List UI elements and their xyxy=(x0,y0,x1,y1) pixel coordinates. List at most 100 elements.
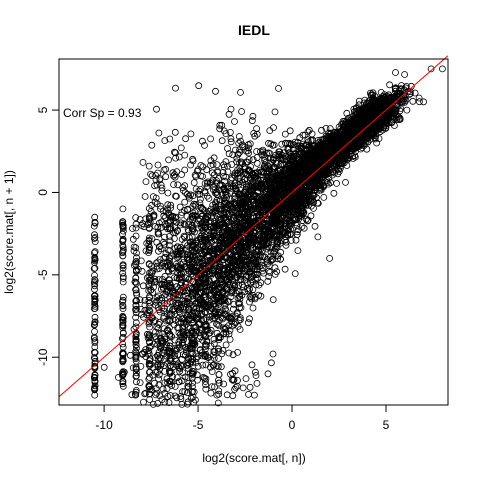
data-point xyxy=(161,233,169,241)
data-point xyxy=(227,293,235,301)
data-point xyxy=(139,158,147,166)
data-point xyxy=(257,279,265,287)
data-point xyxy=(185,234,193,242)
data-point xyxy=(197,161,205,169)
data-point xyxy=(148,172,156,180)
data-point xyxy=(224,162,231,170)
data-point xyxy=(257,292,265,300)
data-point xyxy=(141,301,149,309)
data-point xyxy=(225,298,233,305)
data-point xyxy=(302,215,310,223)
chart-title: IEDL xyxy=(238,22,270,38)
data-point xyxy=(138,267,146,275)
data-point xyxy=(184,206,192,214)
data-point xyxy=(249,156,257,164)
data-point xyxy=(176,367,184,375)
data-point xyxy=(253,159,261,167)
data-point xyxy=(219,324,227,332)
data-point xyxy=(153,262,161,270)
data-point xyxy=(194,362,202,370)
data-point xyxy=(141,193,149,200)
data-point xyxy=(244,287,252,295)
data-point xyxy=(218,121,226,129)
data-point xyxy=(166,392,174,399)
data-point xyxy=(248,295,255,303)
data-point xyxy=(235,133,243,140)
data-point xyxy=(224,145,231,152)
data-point xyxy=(212,87,219,95)
data-point xyxy=(231,118,238,125)
data-point xyxy=(152,391,160,399)
data-point xyxy=(136,296,144,304)
data-point xyxy=(210,154,218,162)
data-point xyxy=(172,84,179,92)
data-point xyxy=(183,400,191,408)
data-point xyxy=(251,235,259,243)
data-point xyxy=(164,201,172,209)
data-point xyxy=(299,131,307,139)
data-point xyxy=(161,137,169,145)
data-point xyxy=(263,255,271,263)
data-point xyxy=(185,194,193,202)
data-point xyxy=(271,264,279,272)
data-point xyxy=(169,169,177,177)
data-point xyxy=(190,179,198,187)
data-point xyxy=(191,171,199,179)
data-point xyxy=(227,184,235,192)
data-point xyxy=(236,148,244,156)
data-point xyxy=(213,196,221,204)
data-point xyxy=(216,121,224,129)
data-point xyxy=(170,363,177,371)
data-point xyxy=(291,270,299,278)
data-point xyxy=(160,166,168,174)
data-point xyxy=(238,108,246,115)
data-point xyxy=(236,316,244,324)
data-point xyxy=(227,138,235,146)
data-point xyxy=(175,266,183,274)
data-point xyxy=(266,127,274,135)
data-point xyxy=(236,174,244,182)
data-point xyxy=(156,308,164,316)
data-point xyxy=(181,151,189,159)
data-point xyxy=(158,184,166,192)
data-point xyxy=(188,348,196,356)
data-point xyxy=(249,112,257,120)
data-point xyxy=(294,247,302,255)
data-point xyxy=(222,130,230,138)
data-point xyxy=(229,392,237,400)
data-point xyxy=(155,129,163,137)
data-point xyxy=(173,227,181,235)
data-point xyxy=(282,241,290,249)
data-point xyxy=(320,193,328,201)
data-point xyxy=(155,276,163,284)
data-point xyxy=(207,135,215,143)
data-point xyxy=(153,181,161,189)
data-point xyxy=(244,319,252,327)
data-point xyxy=(326,125,334,133)
scatter-points xyxy=(90,65,446,408)
data-point xyxy=(175,341,183,349)
data-point xyxy=(211,218,219,226)
data-point xyxy=(259,264,267,272)
data-point xyxy=(314,233,322,241)
data-point xyxy=(154,169,162,177)
data-point xyxy=(304,217,311,225)
data-point xyxy=(240,283,247,291)
data-point xyxy=(211,383,218,391)
data-point xyxy=(248,117,256,125)
data-point xyxy=(173,394,181,402)
data-point xyxy=(253,148,261,155)
data-point xyxy=(192,173,200,180)
data-point xyxy=(267,140,275,148)
data-point xyxy=(179,186,187,194)
data-point xyxy=(229,285,237,293)
data-point xyxy=(219,346,227,354)
data-point xyxy=(322,124,330,132)
data-point xyxy=(214,399,222,407)
data-point xyxy=(165,233,173,240)
data-point xyxy=(277,255,284,263)
data-point xyxy=(220,161,228,169)
data-point xyxy=(274,252,282,260)
data-point xyxy=(257,168,265,176)
